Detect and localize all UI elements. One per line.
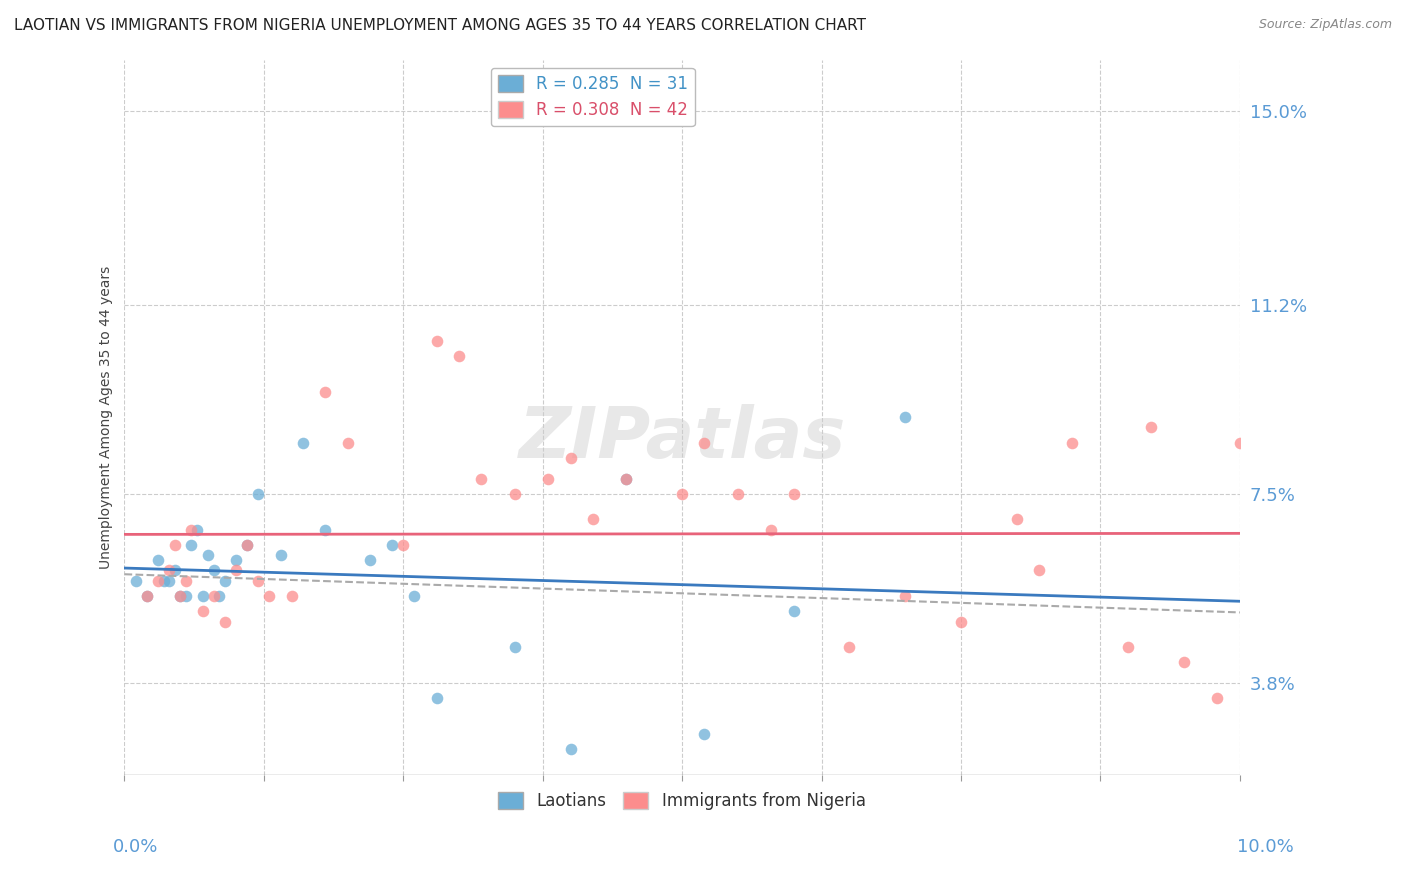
Point [537, 471, 560, 485]
Point [214, 615, 236, 629]
Point [336, 435, 359, 450]
Point [1062, 435, 1084, 450]
Point [157, 564, 180, 578]
Point [381, 538, 404, 552]
Point [163, 564, 186, 578]
Point [560, 742, 582, 756]
Point [157, 574, 180, 588]
Point [225, 553, 247, 567]
Point [404, 589, 426, 603]
Point [197, 548, 219, 562]
Point [236, 538, 259, 552]
Point [291, 435, 314, 450]
Point [202, 564, 225, 578]
Point [314, 384, 336, 399]
Text: 10.0%: 10.0% [1237, 838, 1294, 856]
Point [761, 523, 783, 537]
Point [894, 589, 917, 603]
Point [174, 574, 197, 588]
Text: ZIPatlas: ZIPatlas [519, 404, 846, 473]
Point [470, 471, 492, 485]
Point [174, 589, 197, 603]
Point [225, 564, 247, 578]
Point [503, 640, 526, 654]
Point [152, 574, 174, 588]
Point [1028, 564, 1050, 578]
Point [894, 410, 917, 425]
Point [270, 548, 292, 562]
Point [838, 640, 860, 654]
Point [1139, 420, 1161, 434]
Point [1206, 691, 1229, 706]
Point [191, 589, 214, 603]
Point [1005, 512, 1028, 526]
Point [180, 523, 202, 537]
Point [693, 435, 716, 450]
Point [169, 589, 191, 603]
Point [782, 604, 804, 618]
Point [614, 471, 637, 485]
Legend: Laotians, Immigrants from Nigeria: Laotians, Immigrants from Nigeria [492, 785, 873, 816]
Point [782, 487, 804, 501]
Point [1173, 656, 1195, 670]
Point [582, 512, 605, 526]
Point [314, 523, 336, 537]
Point [949, 615, 972, 629]
Point [163, 538, 186, 552]
Point [281, 589, 304, 603]
Y-axis label: Unemployment Among Ages 35 to 44 years: Unemployment Among Ages 35 to 44 years [100, 266, 114, 569]
Point [191, 604, 214, 618]
Point [146, 574, 169, 588]
Point [449, 349, 471, 363]
Point [146, 553, 169, 567]
Point [1229, 435, 1251, 450]
Point [186, 523, 208, 537]
Point [135, 589, 157, 603]
Point [614, 471, 637, 485]
Point [1116, 640, 1139, 654]
Point [169, 589, 191, 603]
Point [135, 589, 157, 603]
Text: Source: ZipAtlas.com: Source: ZipAtlas.com [1258, 18, 1392, 31]
Point [247, 487, 270, 501]
Point [247, 574, 270, 588]
Point [180, 538, 202, 552]
Text: LAOTIAN VS IMMIGRANTS FROM NIGERIA UNEMPLOYMENT AMONG AGES 35 TO 44 YEARS CORREL: LAOTIAN VS IMMIGRANTS FROM NIGERIA UNEMP… [14, 18, 866, 33]
Point [259, 589, 281, 603]
Point [124, 574, 146, 588]
Point [503, 487, 526, 501]
Point [426, 691, 449, 706]
Point [426, 334, 449, 348]
Point [392, 538, 415, 552]
Point [236, 538, 259, 552]
Point [560, 451, 582, 466]
Point [208, 589, 231, 603]
Point [693, 727, 716, 741]
Text: 0.0%: 0.0% [112, 838, 157, 856]
Point [214, 574, 236, 588]
Point [671, 487, 693, 501]
Point [727, 487, 749, 501]
Point [202, 589, 225, 603]
Point [359, 553, 381, 567]
